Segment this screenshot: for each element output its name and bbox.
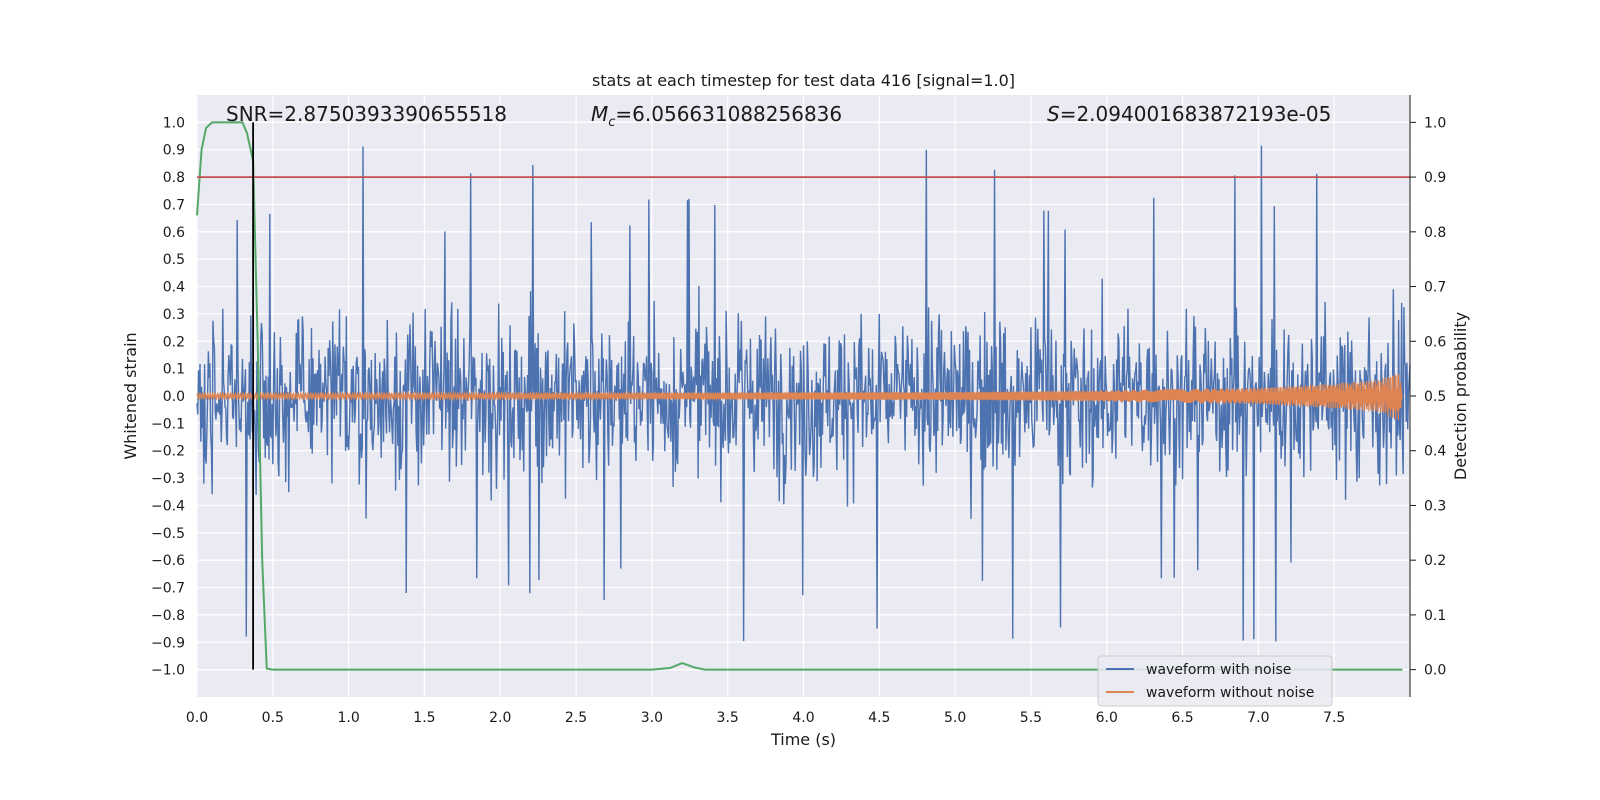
- detection-probability-line: [196, 121, 1403, 671]
- y-axis-right: 1.0 0.9 0.8 0.7 0.6 0.5 0.4 0.3 0.2 0.1 0.0: [1409, 95, 1446, 697]
- legend-label-waveform-with-noise: waveform with noise: [1146, 662, 1291, 678]
- x-tick-label: 1.5: [413, 710, 435, 726]
- series-detection-probability: [196, 121, 1403, 671]
- overlays: [197, 122, 1410, 670]
- legend-box: [1097, 655, 1333, 707]
- y-left-tick-label: 0.5: [163, 252, 185, 268]
- y-left-tick-label: −0.7: [151, 581, 185, 597]
- x-axis-label: Time (s): [770, 730, 836, 749]
- x-tick-label: 4.5: [868, 710, 890, 726]
- y-left-tick-label: −0.1: [151, 416, 185, 432]
- y-left-tick-label: −0.5: [151, 526, 185, 542]
- annotation-s: S=2.094001683872193e-05: [1047, 102, 1331, 126]
- annotation-s-symbol: S: [1047, 102, 1060, 126]
- x-tick-label: 7.0: [1247, 710, 1269, 726]
- annotation-mc-value: =6.056631088256836: [615, 102, 842, 126]
- y-right-tick-label: 0.5: [1424, 389, 1446, 405]
- y-right-tick-label: 0.7: [1424, 280, 1446, 296]
- x-tick-label: 6.5: [1171, 710, 1193, 726]
- y-right-tick-label: 0.9: [1424, 170, 1446, 186]
- y-left-tick-label: −0.6: [151, 553, 185, 569]
- y-axis-left: 1.0 0.9 0.8 0.7 0.6 0.5 0.4 0.3 0.2 0.1 0.0 −0.1 −0.…: [151, 115, 185, 678]
- y-left-tick-label: 1.0: [163, 115, 185, 131]
- y-right-tick-label: 1.0: [1424, 115, 1446, 131]
- y-left-tick-label: −0.4: [151, 498, 185, 514]
- y-left-tick-label: −0.8: [151, 608, 185, 624]
- x-tick-label: 2.0: [489, 710, 511, 726]
- y-axis-label-right: Detection probability: [1451, 312, 1470, 480]
- x-tick-label: 2.5: [565, 710, 587, 726]
- y-left-tick-label: 0.7: [163, 197, 185, 213]
- x-tick-label: 5.0: [944, 710, 966, 726]
- y-right-tick-label: 0.1: [1424, 608, 1446, 624]
- y-axis-label-left: Whitened strain: [121, 332, 140, 459]
- y-left-tick-label: 0.6: [163, 225, 185, 241]
- y-left-tick-label: −0.2: [151, 444, 185, 460]
- x-tick-label: 5.5: [1020, 710, 1042, 726]
- clean-waveform-line: [196, 373, 1403, 421]
- x-tick-label: 0.5: [262, 710, 284, 726]
- x-tick-label: 3.5: [717, 710, 739, 726]
- annotation-mc-subscript: c: [608, 115, 615, 130]
- x-tick-label: 4.0: [792, 710, 814, 726]
- y-left-tick-label: 0.9: [163, 143, 185, 159]
- y-right-tick-label: 0.2: [1424, 553, 1446, 569]
- legend-label-waveform-without-noise: waveform without noise: [1146, 685, 1314, 701]
- y-right-tick-label: 0.8: [1424, 225, 1446, 241]
- y-left-tick-label: 0.4: [163, 280, 185, 296]
- x-tick-label: 7.5: [1323, 710, 1345, 726]
- y-right-tick-label: 0.3: [1424, 498, 1446, 514]
- series-waveform-without-noise: [196, 373, 1403, 421]
- x-axis: 0.0 0.5 1.0 1.5 2.0 2.5 3.0 3.5 4.0 4.5 5.0 5.5 6.0 6…: [186, 710, 1345, 726]
- x-tick-label: 0.0: [186, 710, 208, 726]
- x-tick-label: 1.0: [337, 710, 359, 726]
- legend: waveform with noise waveform without noi…: [1097, 655, 1333, 707]
- x-tick-label: 6.0: [1096, 710, 1118, 726]
- y-left-tick-label: 0.1: [163, 362, 185, 378]
- y-left-tick-label: 0.3: [163, 307, 185, 323]
- y-left-tick-label: −1.0: [151, 663, 185, 679]
- y-left-tick-label: −0.3: [151, 471, 185, 487]
- x-tick-label: 3.0: [641, 710, 663, 726]
- y-left-tick-label: 0.8: [163, 170, 185, 186]
- y-right-tick-label: 0.4: [1424, 444, 1446, 460]
- annotation-s-value: =2.094001683872193e-05: [1060, 102, 1332, 126]
- y-left-tick-label: 0.0: [163, 389, 185, 405]
- y-left-tick-label: −0.9: [151, 635, 185, 651]
- y-left-tick-label: 0.2: [163, 334, 185, 350]
- annotation-chirp-mass: Mc=6.056631088256836: [591, 102, 842, 130]
- y-right-tick-label: 0.6: [1424, 334, 1446, 350]
- annotation-mc-symbol: M: [591, 102, 608, 126]
- annotation-snr: SNR=2.8750393390655518: [226, 102, 507, 126]
- chart-title: stats at each timestep for test data 416…: [592, 71, 1015, 90]
- y-right-tick-label: 0.0: [1424, 663, 1446, 679]
